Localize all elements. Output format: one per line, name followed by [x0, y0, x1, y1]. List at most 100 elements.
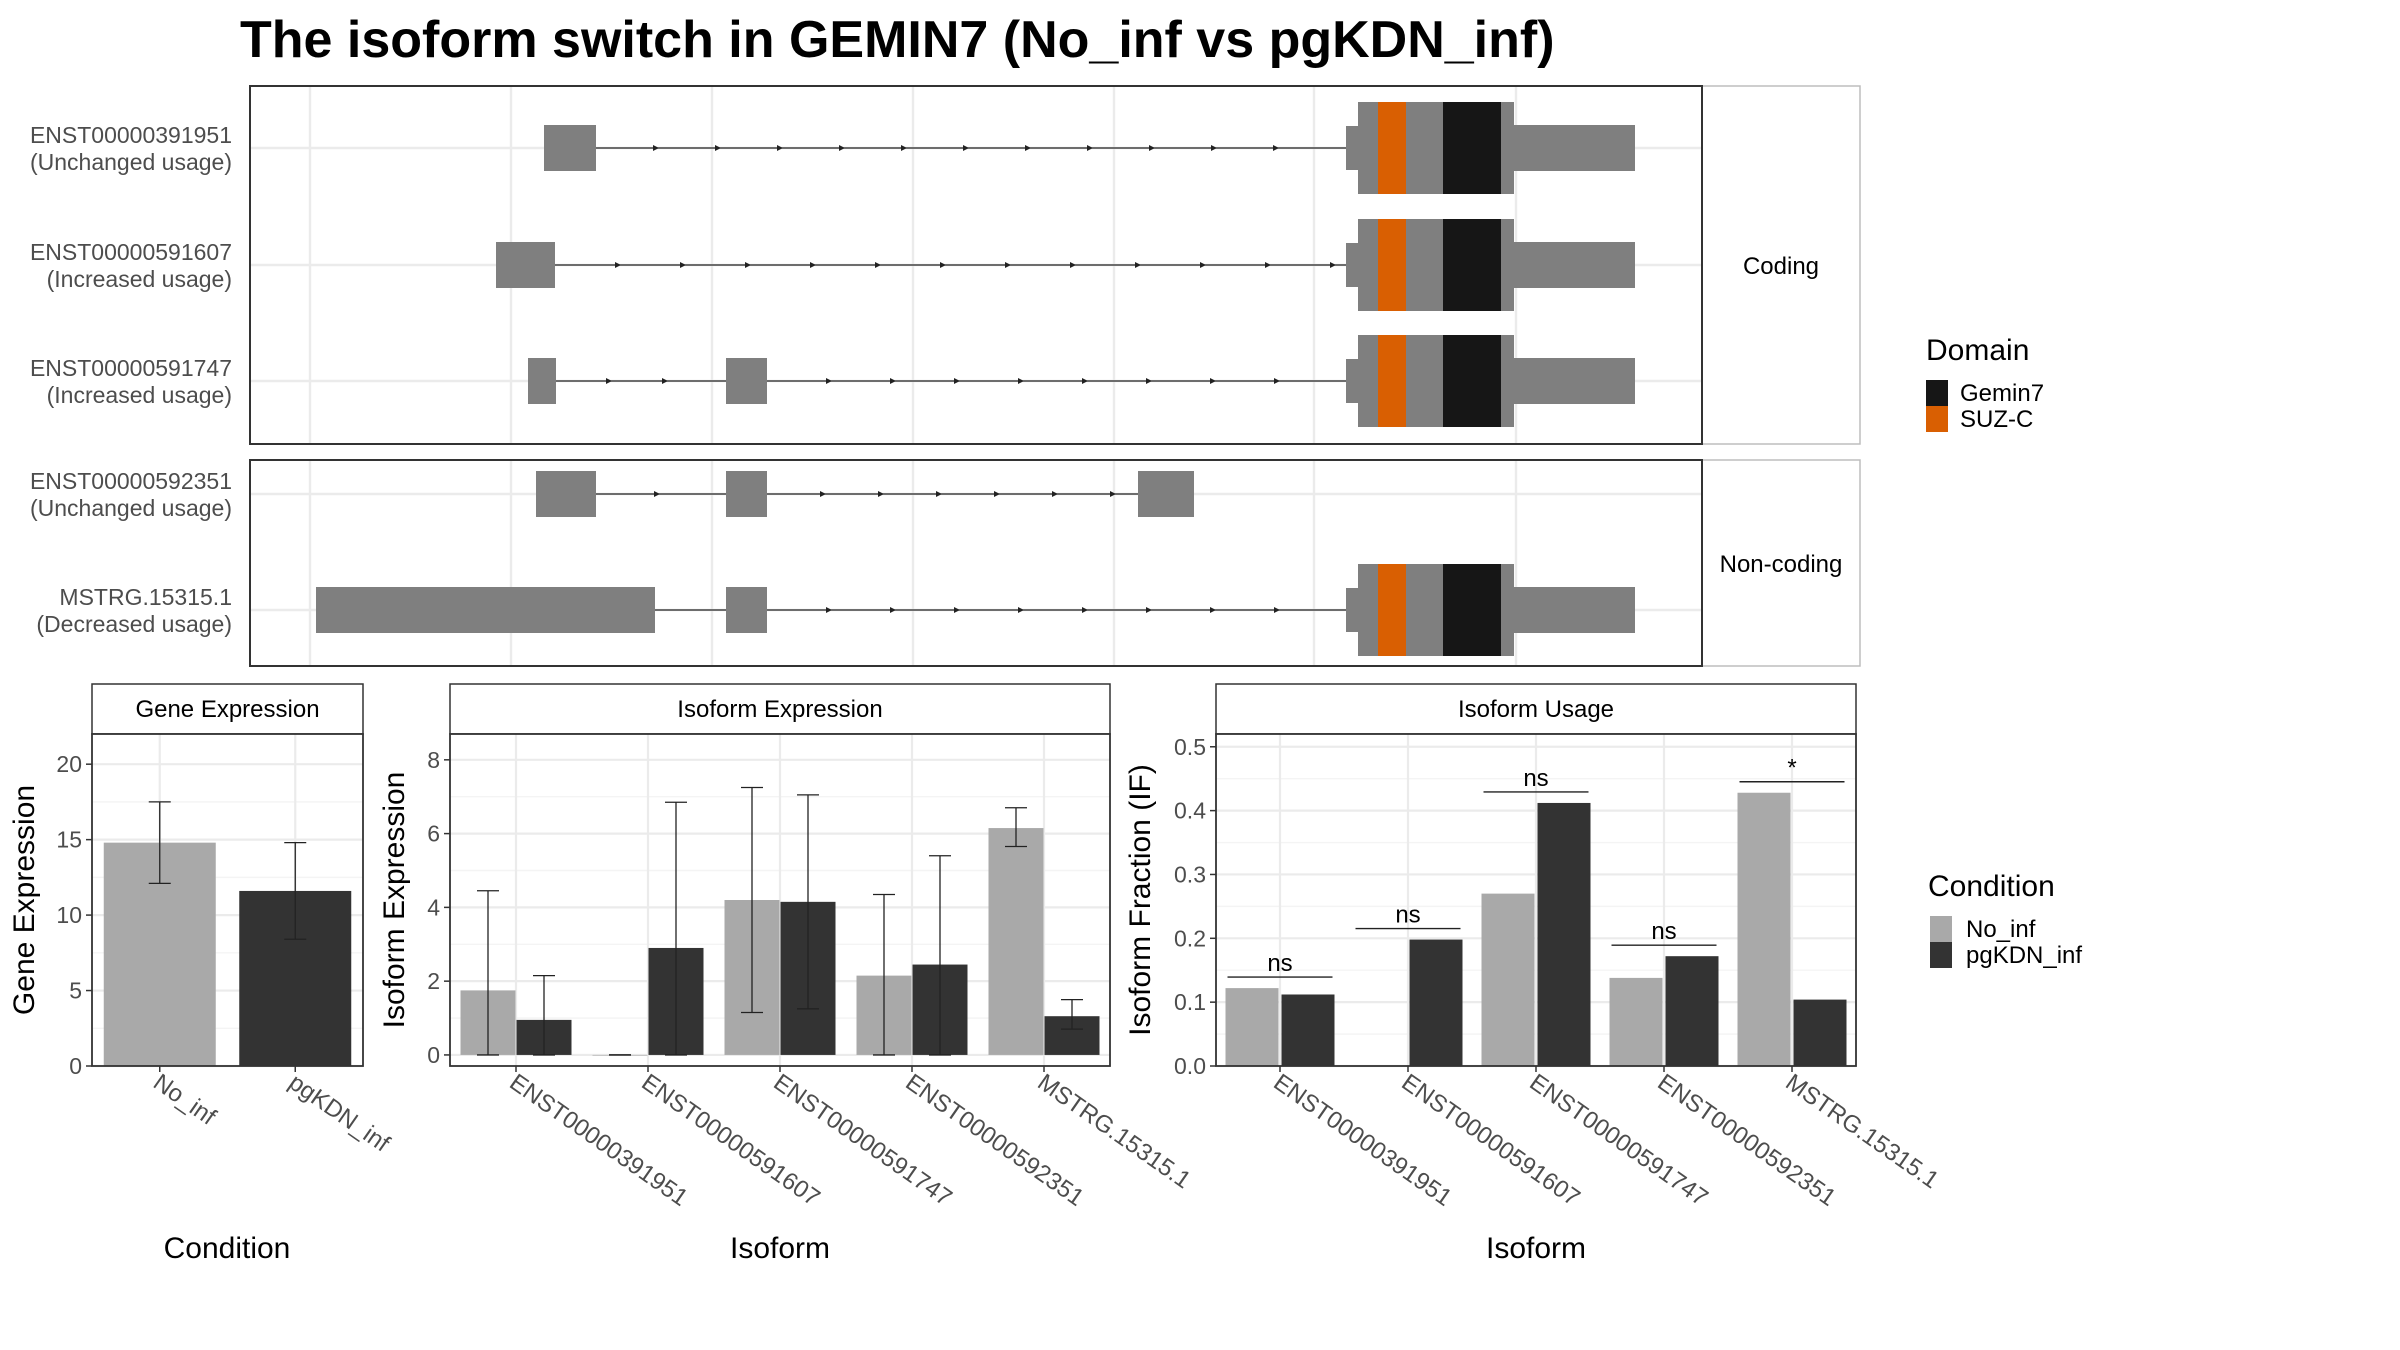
intron-arrow: [875, 262, 881, 268]
bar: [1537, 802, 1591, 1066]
suzc-domain: [1378, 564, 1406, 656]
intron-arrow: [1110, 491, 1116, 497]
intron-arrow: [1018, 378, 1024, 384]
x-tick-label: No_inf: [148, 1069, 221, 1131]
bar: [1409, 939, 1463, 1066]
y-axis-title: Gene Expression: [8, 785, 41, 1015]
intron-arrow: [1005, 262, 1011, 268]
intron-arrow: [954, 378, 960, 384]
intron-arrow: [653, 145, 659, 151]
gene-expression-chart: Gene Expression 0 5 10 15 20 No_inf pgKDN_inf Co…: [8, 683, 395, 1265]
intron-arrow: [936, 491, 942, 497]
intron-arrow: [901, 145, 907, 151]
intron-arrow: [1211, 145, 1217, 151]
pgkdn-inf-swatch: [1930, 942, 1952, 968]
intron-arrow: [606, 378, 612, 384]
coding-facet-label: Coding: [1743, 253, 1819, 280]
y-tick-label: 0.3: [1174, 861, 1206, 887]
x-axis-title: Condition: [164, 1232, 291, 1265]
gemin7-domain: [1443, 335, 1501, 427]
intron-arrow: [680, 262, 686, 268]
y-tick-label: 15: [56, 827, 82, 853]
exon: [1138, 471, 1194, 517]
intron-arrow: [654, 491, 660, 497]
y-tick-label: 0.5: [1174, 734, 1206, 760]
isoform-row-id: MSTRG.15315.1: [59, 584, 232, 610]
y-tick-label: 0.1: [1174, 989, 1206, 1015]
intron-arrow: [954, 607, 960, 613]
bar: [1281, 994, 1335, 1066]
isoform-row-id: ENST00000591607: [30, 239, 232, 265]
isoform-row-usage: (Unchanged usage): [30, 149, 232, 175]
y-tick-label: 5: [69, 978, 82, 1004]
condition-legend-title: Condition: [1928, 870, 2055, 903]
intron-arrow: [1210, 607, 1216, 613]
y-tick-label: 0.4: [1174, 798, 1206, 824]
bar: [1665, 956, 1719, 1066]
intron-arrow: [615, 262, 621, 268]
intron-arrow: [1200, 262, 1206, 268]
domain-legend-title: Domain: [1926, 334, 2029, 367]
no-inf-swatch: [1930, 916, 1952, 942]
isoform-usage-chart: Isoform Usage ns ns ns ns * 0.0 0.1 0.2 0.3 0.4 0.5…: [1124, 683, 1944, 1265]
significance-label: ns: [1267, 950, 1292, 977]
intron-arrow: [1052, 491, 1058, 497]
exon: [1514, 587, 1635, 633]
bar: [1609, 977, 1663, 1066]
y-tick-label: 0: [69, 1053, 82, 1079]
intron-arrow: [1146, 378, 1152, 384]
intron-arrow: [963, 145, 969, 151]
intron-arrow: [1274, 607, 1280, 613]
domain-legend: Domain Gemin7 SUZ-C: [1926, 334, 2044, 433]
intron-arrow: [1025, 145, 1031, 151]
strip-title: Gene Expression: [135, 696, 319, 723]
significance-label: *: [1787, 755, 1796, 782]
facet-strip: [1215, 683, 1857, 735]
significance-label: ns: [1395, 902, 1420, 929]
suzc-swatch: [1926, 406, 1948, 432]
no-inf-legend-label: No_inf: [1966, 916, 2036, 943]
coding-facet-border: [249, 85, 1703, 445]
coding-facet-strip: [1701, 85, 1861, 445]
y-tick-label: 20: [56, 751, 82, 777]
isoform-row-id: ENST00000592351: [30, 468, 232, 494]
intron-arrow: [839, 145, 845, 151]
intron-arrow: [1087, 145, 1093, 151]
isoform-row-usage: (Unchanged usage): [30, 495, 232, 521]
y-tick-label: 0.2: [1174, 925, 1206, 951]
isoform-structure-panel: CodingNon-codingENST00000391951(Unchange…: [30, 85, 1861, 667]
noncoding-facet-label: Non-coding: [1720, 551, 1843, 578]
isoform-row-usage: (Decreased usage): [36, 611, 232, 637]
y-tick-label: 8: [427, 747, 440, 773]
exon: [726, 471, 767, 517]
intron-arrow: [1330, 262, 1336, 268]
intron-arrow: [1265, 262, 1271, 268]
y-axis-title: Isoform Expression: [378, 772, 411, 1029]
intron-arrow: [745, 262, 751, 268]
suzc-domain: [1378, 102, 1406, 194]
gemin7-swatch: [1926, 380, 1948, 406]
y-tick-label: 4: [427, 894, 440, 920]
intron-arrow: [1082, 378, 1088, 384]
intron-arrow: [662, 378, 668, 384]
exon: [496, 242, 555, 288]
isoform-expression-chart: Isoform Expression02468ENST00000391951EN…: [378, 683, 1196, 1265]
intron-arrow: [994, 491, 1000, 497]
plot-border: [91, 733, 364, 1067]
intron-arrow: [826, 378, 832, 384]
y-tick-label: 10: [56, 902, 82, 928]
noncoding-facet-strip: [1701, 459, 1861, 667]
intron-arrow: [890, 378, 896, 384]
significance-label: ns: [1651, 918, 1676, 945]
x-axis-title: Isoform: [1486, 1232, 1586, 1265]
exon: [1514, 125, 1635, 171]
figure-title: The isoform switch in GEMIN7 (No_inf vs …: [240, 11, 1555, 69]
intron-arrow: [1082, 607, 1088, 613]
isoform-row-id: ENST00000391951: [30, 122, 232, 148]
exon: [726, 358, 767, 404]
noncoding-facet-border: [249, 459, 1703, 667]
gemin7-domain: [1443, 564, 1501, 656]
suzc-domain: [1378, 219, 1406, 311]
exon: [316, 587, 655, 633]
